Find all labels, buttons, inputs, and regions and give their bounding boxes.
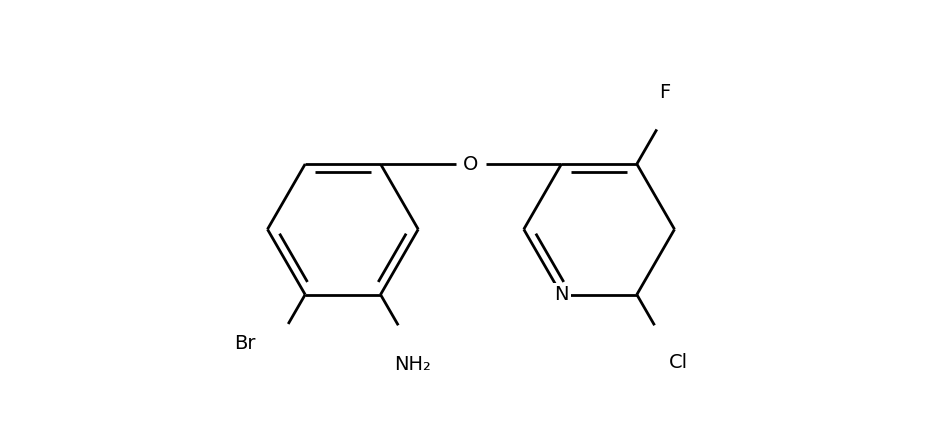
Text: NH₂: NH₂ [394,355,431,374]
Text: O: O [463,154,479,174]
Text: F: F [659,82,671,102]
Text: N: N [554,285,569,304]
Text: Cl: Cl [669,353,688,371]
Text: Br: Br [235,334,256,353]
